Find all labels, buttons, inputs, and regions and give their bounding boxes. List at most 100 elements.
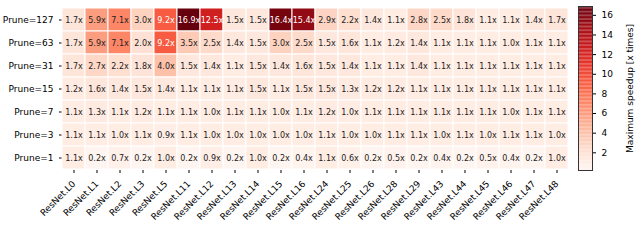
svg-text:16.9x: 16.9x	[178, 16, 201, 25]
svg-text:1.1x: 1.1x	[410, 108, 428, 117]
svg-text:1.1x: 1.1x	[479, 39, 497, 48]
svg-text:0.7x: 0.7x	[111, 154, 129, 163]
svg-text:1.1x: 1.1x	[525, 62, 543, 71]
svg-text:1.2x: 1.2x	[134, 108, 152, 117]
svg-text:3.0x: 3.0x	[134, 16, 152, 25]
svg-text:1.0x: 1.0x	[341, 131, 359, 140]
svg-text:9.2x: 9.2x	[157, 16, 175, 25]
svg-text:1.0x: 1.0x	[203, 108, 221, 117]
svg-text:1.1x: 1.1x	[548, 39, 566, 48]
svg-text:1.0x: 1.0x	[479, 131, 497, 140]
svg-text:1.5x: 1.5x	[318, 39, 336, 48]
svg-text:0.2x: 0.2x	[226, 154, 244, 163]
svg-text:2: 2	[602, 148, 608, 158]
svg-text:1.1x: 1.1x	[295, 108, 313, 117]
svg-text:0.5x: 0.5x	[479, 154, 497, 163]
svg-text:1.8x: 1.8x	[134, 62, 152, 71]
svg-text:2.8x: 2.8x	[410, 16, 428, 25]
svg-text:Prune=3: Prune=3	[14, 130, 53, 140]
svg-text:1.1x: 1.1x	[525, 85, 543, 94]
svg-text:0.2x: 0.2x	[410, 154, 428, 163]
svg-text:0.2x: 0.2x	[525, 154, 543, 163]
svg-text:1.1x: 1.1x	[456, 108, 474, 117]
svg-text:1.1x: 1.1x	[525, 108, 543, 117]
svg-text:1.2x: 1.2x	[364, 85, 382, 94]
svg-text:1.0x: 1.0x	[249, 131, 267, 140]
svg-text:1.4x: 1.4x	[364, 16, 382, 25]
svg-text:4: 4	[602, 128, 608, 138]
svg-text:1.0x: 1.0x	[272, 108, 290, 117]
svg-text:1.1x: 1.1x	[479, 85, 497, 94]
svg-text:1.8x: 1.8x	[456, 16, 474, 25]
svg-text:Prune=31: Prune=31	[9, 61, 54, 71]
svg-text:2.5x: 2.5x	[295, 39, 313, 48]
svg-text:1.5x: 1.5x	[249, 62, 267, 71]
svg-text:1.5x: 1.5x	[180, 62, 198, 71]
svg-text:1.1x: 1.1x	[318, 131, 336, 140]
svg-text:3.5x: 3.5x	[180, 39, 198, 48]
svg-text:1.6x: 1.6x	[295, 62, 313, 71]
svg-text:14: 14	[602, 30, 614, 40]
svg-text:1.0x: 1.0x	[157, 154, 175, 163]
svg-text:1.0x: 1.0x	[502, 108, 520, 117]
svg-text:1.1x: 1.1x	[433, 62, 451, 71]
svg-text:1.1x: 1.1x	[134, 131, 152, 140]
svg-text:0.9x: 0.9x	[157, 131, 175, 140]
svg-text:16.4x: 16.4x	[270, 16, 293, 25]
svg-text:1.1x: 1.1x	[65, 131, 83, 140]
svg-text:1.6x: 1.6x	[88, 85, 106, 94]
svg-text:1.1x: 1.1x	[479, 108, 497, 117]
svg-text:1.1x: 1.1x	[433, 39, 451, 48]
svg-text:2.7x: 2.7x	[88, 62, 106, 71]
svg-text:1.2x: 1.2x	[65, 85, 83, 94]
svg-text:1.4x: 1.4x	[272, 62, 290, 71]
svg-text:1.5x: 1.5x	[318, 85, 336, 94]
svg-text:1.2x: 1.2x	[387, 85, 405, 94]
svg-text:1.1x: 1.1x	[387, 16, 405, 25]
svg-text:7.1x: 7.1x	[111, 39, 129, 48]
svg-text:1.5x: 1.5x	[249, 39, 267, 48]
svg-text:0.2x: 0.2x	[180, 154, 198, 163]
svg-text:1.1x: 1.1x	[65, 108, 83, 117]
svg-text:0.2x: 0.2x	[272, 154, 290, 163]
svg-text:1.0x: 1.0x	[203, 131, 221, 140]
svg-text:1.4x: 1.4x	[525, 16, 543, 25]
svg-text:1.1x: 1.1x	[502, 131, 520, 140]
svg-text:1.3x: 1.3x	[88, 108, 106, 117]
svg-text:1.5x: 1.5x	[134, 85, 152, 94]
svg-text:1.1x: 1.1x	[364, 108, 382, 117]
svg-text:7.1x: 7.1x	[111, 16, 129, 25]
svg-text:1.1x: 1.1x	[525, 39, 543, 48]
svg-text:0.2x: 0.2x	[456, 154, 474, 163]
svg-text:1.1x: 1.1x	[479, 16, 497, 25]
svg-text:15.4x: 15.4x	[293, 16, 316, 25]
svg-text:3.0x: 3.0x	[272, 39, 290, 48]
svg-text:1.1x: 1.1x	[65, 154, 83, 163]
svg-text:1.5x: 1.5x	[249, 16, 267, 25]
svg-text:1.0x: 1.0x	[548, 154, 566, 163]
svg-text:1.1x: 1.1x	[433, 85, 451, 94]
svg-text:1.0x: 1.0x	[111, 131, 129, 140]
svg-text:1.1x: 1.1x	[111, 108, 129, 117]
svg-text:0.2x: 0.2x	[88, 154, 106, 163]
svg-text:0.6x: 0.6x	[341, 154, 359, 163]
svg-text:1.7x: 1.7x	[548, 16, 566, 25]
svg-text:10: 10	[602, 69, 614, 79]
svg-text:2.5x: 2.5x	[203, 39, 221, 48]
svg-text:0.9x: 0.9x	[203, 154, 221, 163]
svg-text:2.0x: 2.0x	[134, 39, 152, 48]
svg-text:Prune=7: Prune=7	[14, 107, 53, 117]
svg-text:1.1x: 1.1x	[180, 85, 198, 94]
svg-text:8: 8	[602, 89, 608, 99]
svg-text:1.1x: 1.1x	[88, 131, 106, 140]
svg-text:1.4x: 1.4x	[226, 39, 244, 48]
svg-text:1.1x: 1.1x	[387, 131, 405, 140]
svg-text:1.1x: 1.1x	[502, 62, 520, 71]
svg-text:0.4x: 0.4x	[433, 154, 451, 163]
svg-text:1.5x: 1.5x	[249, 85, 267, 94]
svg-text:1.1x: 1.1x	[548, 85, 566, 94]
svg-text:Prune=63: Prune=63	[9, 38, 54, 48]
svg-text:1.5x: 1.5x	[295, 85, 313, 94]
svg-text:12: 12	[602, 49, 613, 59]
svg-text:1.1x: 1.1x	[364, 39, 382, 48]
